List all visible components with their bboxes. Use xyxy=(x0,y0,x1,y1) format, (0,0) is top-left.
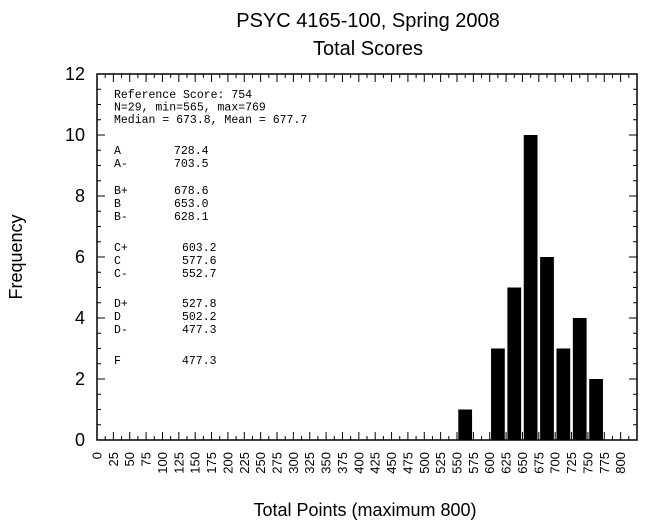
x-tick-label: 50 xyxy=(122,452,137,466)
grade-label: A- xyxy=(114,158,128,171)
grade-label: A xyxy=(114,145,121,158)
x-tick-label: 175 xyxy=(204,452,219,474)
x-tick-label: 300 xyxy=(286,452,301,474)
x-tick-label: 525 xyxy=(433,452,448,474)
x-tick-label: 475 xyxy=(400,452,415,474)
grade-label: F xyxy=(114,355,121,368)
grade-cutoff: 728.4 xyxy=(174,145,209,158)
y-tick-label: 2 xyxy=(75,369,85,389)
x-tick-label: 250 xyxy=(253,452,268,474)
chart-subtitle: Total Scores xyxy=(313,38,423,60)
grade-cutoff: 552.7 xyxy=(182,268,217,281)
y-tick-label: 10 xyxy=(65,125,85,145)
grade-label: D+ xyxy=(114,298,128,311)
x-tick-label: 150 xyxy=(188,452,203,474)
x-tick-label: 275 xyxy=(270,452,285,474)
x-tick-label: 575 xyxy=(466,452,481,474)
y-axis-label: Frequency xyxy=(6,214,26,299)
grade-cutoff: 527.8 xyxy=(182,298,217,311)
grade-cutoff: 603.2 xyxy=(182,242,217,255)
grade-cutoff: 653.0 xyxy=(174,198,209,211)
grade-label: C xyxy=(114,255,121,268)
histogram-bar xyxy=(572,318,587,440)
y-tick-label: 12 xyxy=(65,64,85,84)
x-tick-label: 800 xyxy=(613,452,628,474)
x-tick-label: 550 xyxy=(450,452,465,474)
x-tick-label: 375 xyxy=(335,452,350,474)
x-tick-label: 325 xyxy=(302,452,317,474)
grade-label: B- xyxy=(114,211,128,224)
grade-cutoff: 577.6 xyxy=(182,255,217,268)
grade-label: B+ xyxy=(114,185,128,198)
x-tick-label: 25 xyxy=(106,452,121,466)
x-tick-label: 650 xyxy=(515,452,530,474)
grade-label: D xyxy=(114,311,121,324)
stats-line: Median = 673.8, Mean = 677.7 xyxy=(114,114,307,127)
grade-label: D- xyxy=(114,324,128,337)
grade-label: C+ xyxy=(114,242,128,255)
grade-cutoff: 628.1 xyxy=(174,211,209,224)
x-tick-label: 425 xyxy=(368,452,383,474)
x-axis-label: Total Points (maximum 800) xyxy=(253,500,476,520)
x-tick-label: 775 xyxy=(597,452,612,474)
histogram-bar xyxy=(458,409,473,440)
histogram-bar xyxy=(491,348,505,440)
y-tick-label: 0 xyxy=(75,430,85,450)
x-tick-label: 100 xyxy=(155,452,170,474)
grade-cutoff: 678.6 xyxy=(174,185,209,198)
x-tick-label: 725 xyxy=(564,452,579,474)
y-tick-label: 6 xyxy=(75,247,85,267)
histogram-bar xyxy=(507,287,522,440)
grade-cutoff: 477.3 xyxy=(182,355,217,368)
histogram-bar xyxy=(556,348,571,440)
bars-layer xyxy=(458,135,603,440)
chart-title: PSYC 4165-100, Spring 2008 xyxy=(236,10,500,32)
x-tick-label: 125 xyxy=(171,452,186,474)
grade-label: B xyxy=(114,198,121,211)
x-tick-label: 0 xyxy=(90,452,105,459)
x-tick-label: 625 xyxy=(499,452,514,474)
x-tick-label: 750 xyxy=(580,452,595,474)
x-tick-label: 600 xyxy=(482,452,497,474)
stats-line: Reference Score: 754 xyxy=(114,89,252,102)
x-tick-label: 225 xyxy=(237,452,252,474)
stats-line: N=29, min=565, max=769 xyxy=(114,102,266,115)
y-tick-label: 8 xyxy=(75,186,85,206)
x-tick-label: 75 xyxy=(139,452,154,466)
plot-frame xyxy=(96,73,638,441)
x-tick-label: 500 xyxy=(417,452,432,474)
grade-cutoff: 477.3 xyxy=(182,324,217,337)
x-tick-label: 400 xyxy=(351,452,366,474)
grade-cutoff: 502.2 xyxy=(182,311,217,324)
grade-cutoff: 703.5 xyxy=(174,158,209,171)
x-tick-label: 200 xyxy=(220,452,235,474)
histogram-bar xyxy=(540,257,554,440)
x-tick-label: 700 xyxy=(548,452,563,474)
histogram-bar xyxy=(523,135,538,440)
y-tick-label: 4 xyxy=(75,308,85,328)
x-tick-label: 450 xyxy=(384,452,399,474)
histogram-bar xyxy=(589,379,603,440)
x-tick-label: 675 xyxy=(531,452,546,474)
grade-label: C- xyxy=(114,268,128,281)
x-tick-label: 350 xyxy=(319,452,334,474)
